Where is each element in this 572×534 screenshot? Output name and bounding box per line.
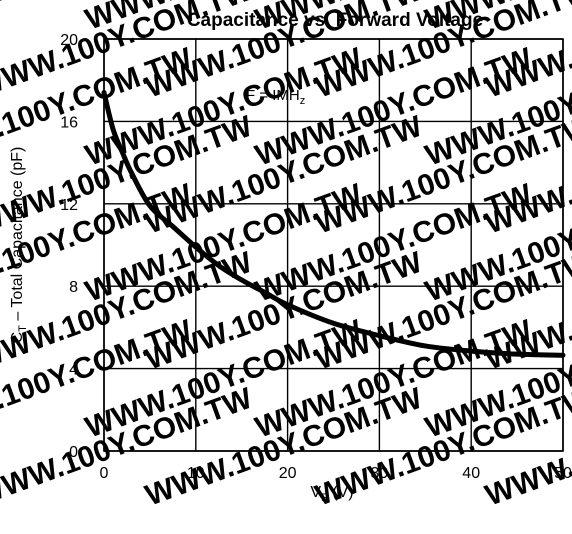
plot-frame bbox=[103, 38, 564, 452]
frequency-annotation-sub: z bbox=[300, 95, 306, 107]
x-axis-label: VF (V) bbox=[310, 484, 353, 504]
y-axis-label-rest: – Total Capacitance (pF) bbox=[9, 147, 26, 325]
x-axis-label-sub: F bbox=[321, 492, 328, 504]
y-tick-label: 4 bbox=[69, 362, 78, 379]
x-tick-label: 50 bbox=[554, 465, 572, 482]
axis-layer: 0 10 20 30 40 50 0 4 8 12 16 20 bbox=[60, 32, 572, 482]
y-tick-label: 20 bbox=[60, 32, 78, 49]
y-axis-label: CT – Total Capacitance (pF) bbox=[9, 147, 29, 344]
watermark-layer: WWW.100Y.COM.TWWWW.100Y.COM.TWWWW.100Y.C… bbox=[0, 0, 572, 513]
capacitance-curve bbox=[101, 90, 566, 358]
y-axis-label-sub: T bbox=[17, 325, 29, 332]
series-layer bbox=[101, 90, 566, 358]
y-tick-label: 8 bbox=[69, 279, 78, 296]
frequency-annotation-main: F = IMH bbox=[246, 87, 300, 104]
x-axis-label-main: V bbox=[310, 484, 321, 501]
y-tick-label: 0 bbox=[69, 444, 78, 461]
x-tick-label: 10 bbox=[187, 465, 205, 482]
x-tick-label: 40 bbox=[462, 465, 480, 482]
y-tick-label: 12 bbox=[60, 197, 78, 214]
chart-title: Capacitance vs. Forward Voltage bbox=[187, 10, 483, 31]
x-tick-label: 20 bbox=[279, 465, 297, 482]
y-tick-label: 16 bbox=[60, 114, 78, 131]
x-tick-label: 0 bbox=[100, 465, 109, 482]
y-axis-label-main: C bbox=[9, 332, 26, 344]
frequency-annotation: F = IMHz bbox=[246, 87, 305, 107]
x-axis-label-rest: (V) bbox=[328, 484, 354, 501]
x-tick-label: 30 bbox=[371, 465, 389, 482]
